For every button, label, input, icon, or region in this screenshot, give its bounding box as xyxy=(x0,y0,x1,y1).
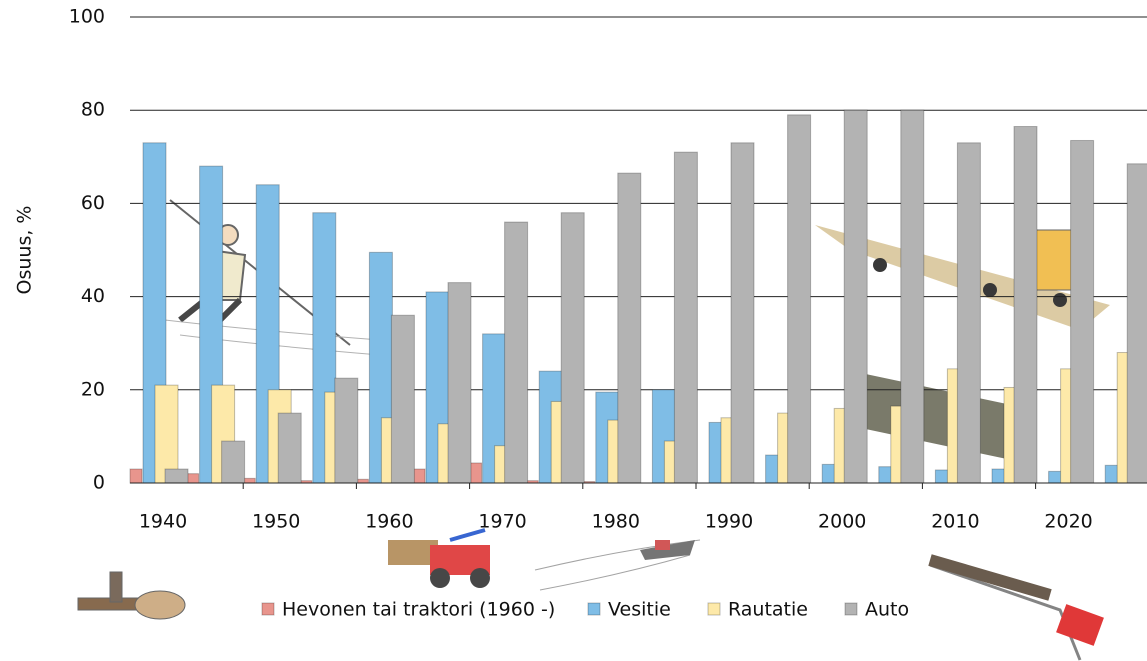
legend-swatch xyxy=(707,602,721,616)
legend-label: Vesitie xyxy=(608,599,671,621)
bar xyxy=(154,384,179,484)
bar xyxy=(164,468,189,484)
bar xyxy=(956,142,981,484)
tractor xyxy=(388,528,490,588)
bar xyxy=(129,468,143,484)
y-tick-label: 80 xyxy=(81,99,105,121)
y-tick-label: 20 xyxy=(81,378,105,400)
tugboat xyxy=(534,539,701,591)
horse xyxy=(77,571,186,620)
legend-label: Auto xyxy=(865,599,909,621)
bar xyxy=(390,314,415,484)
legend: Hevonen tai traktori (1960 -) Vesitie Raut… xyxy=(261,599,909,621)
bar xyxy=(1126,163,1147,484)
bar xyxy=(221,440,246,484)
x-tick-label: 2010 xyxy=(931,511,979,533)
x-tick-label: 1940 xyxy=(139,511,187,533)
bar xyxy=(787,114,812,484)
bar xyxy=(843,109,868,484)
bar xyxy=(447,282,472,484)
y-tick-label: 60 xyxy=(81,192,105,214)
bar xyxy=(617,172,642,484)
y-axis-label: Osuus, % xyxy=(14,206,36,295)
bar xyxy=(560,212,585,484)
bar xyxy=(277,412,302,484)
bar xyxy=(334,377,359,484)
y-tick-label: 0 xyxy=(93,472,105,494)
bar xyxy=(1070,139,1095,484)
y-tick-label: 100 xyxy=(69,6,105,28)
bar xyxy=(504,221,529,484)
x-tick-label: 1990 xyxy=(705,511,753,533)
x-tick-label: 1960 xyxy=(365,511,413,533)
y-tick-label: 40 xyxy=(81,285,105,307)
x-tick-label: 2000 xyxy=(818,511,866,533)
bar xyxy=(900,109,925,484)
legend-swatch xyxy=(261,602,275,616)
bar xyxy=(730,142,755,484)
train xyxy=(928,554,1104,661)
x-tick-label: 1950 xyxy=(252,511,300,533)
bar xyxy=(673,151,698,484)
legend-swatch xyxy=(844,602,858,616)
legend-swatch xyxy=(587,602,601,616)
x-tick-label: 2020 xyxy=(1044,511,1092,533)
legend-label: Hevonen tai traktori (1960 -) xyxy=(282,599,555,621)
x-tick-label: 1970 xyxy=(478,511,526,533)
legend-label: Rautatie xyxy=(728,599,808,621)
x-tick-label: 1980 xyxy=(592,511,640,533)
bar xyxy=(1013,126,1038,484)
